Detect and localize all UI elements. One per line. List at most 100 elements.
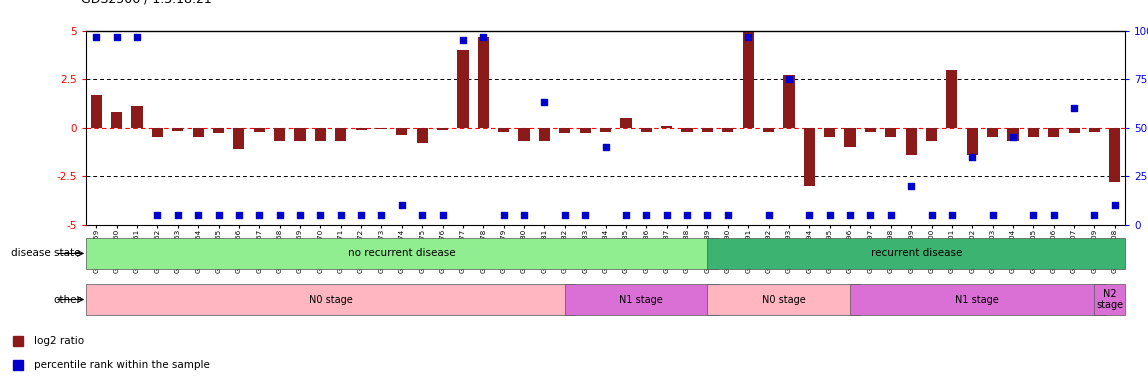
Point — [250, 212, 269, 218]
Point — [332, 212, 350, 218]
Point — [597, 144, 615, 150]
Point — [1065, 105, 1084, 111]
Point — [453, 37, 472, 43]
Point — [230, 212, 248, 218]
Bar — [1008, 128, 1018, 141]
Bar — [661, 126, 673, 128]
Bar — [193, 128, 203, 137]
Bar — [478, 36, 489, 128]
Bar — [804, 128, 815, 186]
Bar — [538, 128, 550, 141]
Point — [840, 212, 859, 218]
Text: percentile rank within the sample: percentile rank within the sample — [34, 360, 210, 370]
Bar — [845, 128, 855, 147]
Point — [413, 212, 432, 218]
Bar — [375, 128, 387, 129]
Bar — [212, 128, 224, 134]
Bar — [707, 284, 860, 315]
Bar — [620, 118, 631, 128]
Point — [556, 212, 574, 218]
Point — [739, 33, 758, 40]
Text: N0 stage: N0 stage — [762, 295, 806, 305]
Bar — [294, 128, 305, 141]
Bar — [641, 128, 652, 132]
Bar — [600, 128, 611, 132]
Point — [637, 212, 656, 218]
Point — [943, 212, 961, 218]
Bar — [707, 238, 1125, 269]
Bar — [1048, 128, 1060, 137]
Bar — [783, 75, 794, 128]
Point — [1045, 212, 1063, 218]
Point — [169, 212, 187, 218]
Point — [311, 212, 329, 218]
Bar — [946, 70, 957, 128]
Text: N1 stage: N1 stage — [619, 295, 664, 305]
Point — [922, 212, 940, 218]
Point — [821, 212, 839, 218]
Bar — [274, 128, 285, 141]
Point — [719, 212, 737, 218]
Point — [148, 212, 166, 218]
Bar — [152, 128, 163, 137]
Bar — [1094, 284, 1125, 315]
Point — [209, 212, 227, 218]
Bar — [91, 95, 102, 128]
Point — [882, 212, 900, 218]
Point — [515, 212, 534, 218]
Point — [108, 33, 126, 40]
Point — [393, 202, 411, 209]
Bar — [824, 128, 836, 137]
Point — [616, 212, 635, 218]
Bar — [335, 128, 347, 141]
Bar — [580, 128, 591, 134]
Point — [271, 212, 289, 218]
Point — [474, 33, 492, 40]
Bar — [682, 128, 692, 132]
Bar — [850, 284, 1104, 315]
Bar — [885, 128, 897, 137]
Bar — [864, 128, 876, 132]
Point — [352, 212, 371, 218]
Bar — [1069, 128, 1080, 134]
Bar — [437, 128, 448, 130]
Point — [535, 99, 553, 106]
Point — [127, 33, 146, 40]
Point — [779, 76, 798, 82]
Point — [87, 33, 106, 40]
Bar — [417, 128, 428, 143]
Point — [434, 212, 452, 218]
Text: GDS2506 / 1.3.18.21: GDS2506 / 1.3.18.21 — [80, 0, 211, 5]
Bar — [559, 128, 571, 134]
Bar — [396, 128, 408, 136]
Point — [963, 154, 982, 160]
Point — [495, 212, 513, 218]
Point — [658, 212, 676, 218]
Text: other: other — [53, 295, 80, 305]
Bar — [86, 284, 575, 315]
Point — [698, 212, 716, 218]
Point — [576, 212, 595, 218]
Bar — [111, 112, 122, 128]
Text: N2
stage: N2 stage — [1096, 289, 1124, 310]
Bar — [987, 128, 999, 137]
Point — [290, 212, 309, 218]
Point — [677, 212, 696, 218]
Text: no recurrent disease: no recurrent disease — [348, 248, 456, 258]
Bar — [356, 128, 366, 130]
Point — [1085, 212, 1103, 218]
Bar — [172, 128, 184, 131]
Point — [984, 212, 1002, 218]
Bar — [131, 106, 142, 128]
Point — [1106, 202, 1124, 209]
Text: log2 ratio: log2 ratio — [34, 336, 85, 346]
Bar — [743, 31, 754, 128]
Point — [902, 183, 921, 189]
Bar — [1027, 128, 1039, 137]
Point — [861, 212, 879, 218]
Text: N0 stage: N0 stage — [309, 295, 352, 305]
Text: recurrent disease: recurrent disease — [870, 248, 962, 258]
Bar — [906, 128, 917, 155]
Text: N1 stage: N1 stage — [955, 295, 999, 305]
Bar — [565, 284, 718, 315]
